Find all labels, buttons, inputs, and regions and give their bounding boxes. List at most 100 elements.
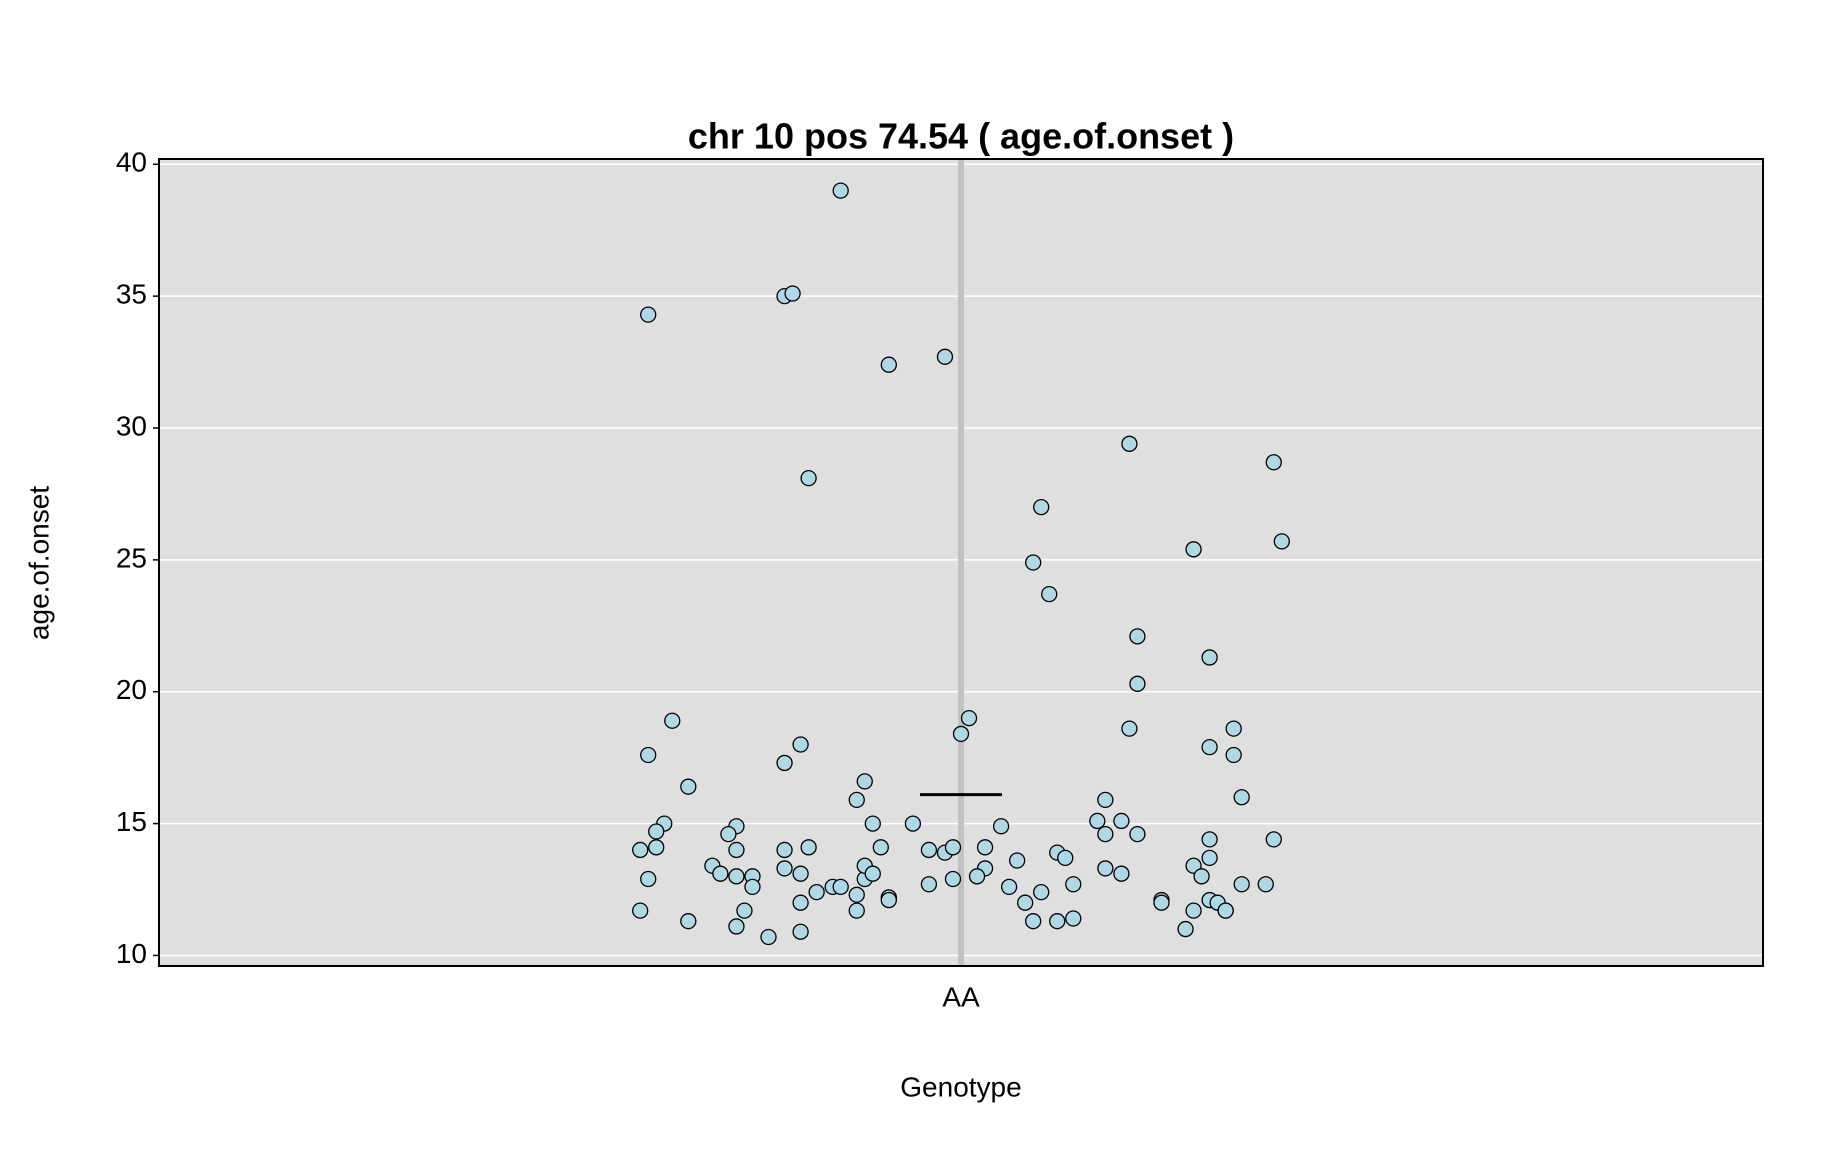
point — [872, 839, 889, 856]
point — [1225, 720, 1242, 737]
point — [920, 876, 938, 893]
point — [832, 878, 849, 896]
point — [944, 870, 962, 888]
point — [1129, 675, 1146, 692]
point — [856, 773, 873, 790]
point — [1233, 789, 1250, 806]
point — [792, 894, 809, 911]
point — [848, 886, 865, 903]
point — [1233, 876, 1250, 893]
x-axis-label: Genotype — [900, 1071, 1021, 1102]
point — [1265, 454, 1282, 471]
point — [1057, 849, 1074, 867]
point — [1185, 541, 1202, 558]
point — [864, 815, 881, 832]
point — [1089, 812, 1106, 830]
point — [1273, 533, 1290, 550]
point — [1265, 831, 1282, 848]
point — [1000, 878, 1018, 896]
point — [728, 918, 745, 935]
point — [1201, 738, 1218, 756]
point — [1113, 812, 1130, 830]
point — [976, 839, 994, 856]
point — [648, 823, 665, 840]
point — [792, 865, 809, 882]
y-tick-label: 30 — [116, 410, 147, 441]
point — [848, 902, 865, 919]
y-tick-label: 35 — [116, 279, 147, 310]
point — [864, 865, 881, 882]
point — [880, 356, 897, 373]
point — [728, 841, 745, 859]
point — [784, 285, 801, 302]
point — [920, 841, 938, 859]
y-tick-label: 25 — [116, 542, 147, 573]
point — [648, 839, 665, 856]
point — [800, 839, 817, 856]
point — [664, 712, 681, 729]
point — [1033, 884, 1050, 901]
y-tick-label: 10 — [116, 938, 147, 969]
point — [1257, 876, 1274, 893]
point — [904, 815, 922, 832]
point — [960, 709, 978, 727]
point — [1201, 831, 1218, 848]
y-tick-label: 15 — [116, 806, 147, 837]
point — [640, 306, 657, 323]
point — [1113, 865, 1130, 882]
point — [1033, 498, 1050, 516]
point — [1153, 894, 1170, 911]
point — [800, 469, 817, 487]
point — [1097, 825, 1114, 843]
point — [1049, 913, 1066, 930]
point — [1201, 849, 1218, 867]
point — [936, 348, 954, 365]
point — [1025, 554, 1042, 571]
plot-frame — [158, 158, 1764, 967]
point — [1217, 902, 1234, 919]
x-tick-label: AA — [942, 981, 980, 1012]
point — [792, 923, 809, 940]
point — [832, 182, 849, 199]
point — [1008, 852, 1026, 869]
chart-title: chr 10 pos 74.54 ( age.of.onset ) — [688, 116, 1234, 157]
point — [776, 754, 793, 772]
point — [632, 841, 649, 859]
point — [952, 725, 970, 743]
point — [1129, 628, 1146, 645]
point — [632, 902, 649, 919]
point — [736, 902, 753, 919]
point — [1193, 868, 1210, 885]
point — [808, 884, 825, 901]
point — [720, 825, 737, 843]
point — [792, 736, 809, 753]
y-tick-label: 40 — [116, 147, 147, 178]
point — [1225, 746, 1242, 764]
point — [776, 841, 793, 859]
y-axis-label: age.of.onset — [23, 486, 54, 640]
point — [680, 913, 697, 930]
y-tick-label: 20 — [116, 674, 147, 705]
point — [760, 928, 777, 946]
point — [640, 746, 657, 764]
point — [1185, 902, 1202, 919]
point — [744, 878, 761, 896]
point — [1065, 910, 1082, 927]
point — [1041, 585, 1058, 603]
point — [944, 839, 962, 856]
point — [1129, 825, 1146, 843]
point — [776, 860, 793, 877]
point — [1017, 894, 1034, 911]
point — [1025, 913, 1042, 930]
point — [848, 791, 865, 809]
point — [1097, 791, 1114, 809]
point — [1097, 860, 1114, 877]
point — [1177, 920, 1194, 938]
point — [728, 868, 745, 885]
point — [992, 818, 1010, 835]
point — [1121, 435, 1138, 452]
point — [640, 870, 657, 888]
point — [680, 778, 697, 795]
point — [1121, 720, 1138, 737]
